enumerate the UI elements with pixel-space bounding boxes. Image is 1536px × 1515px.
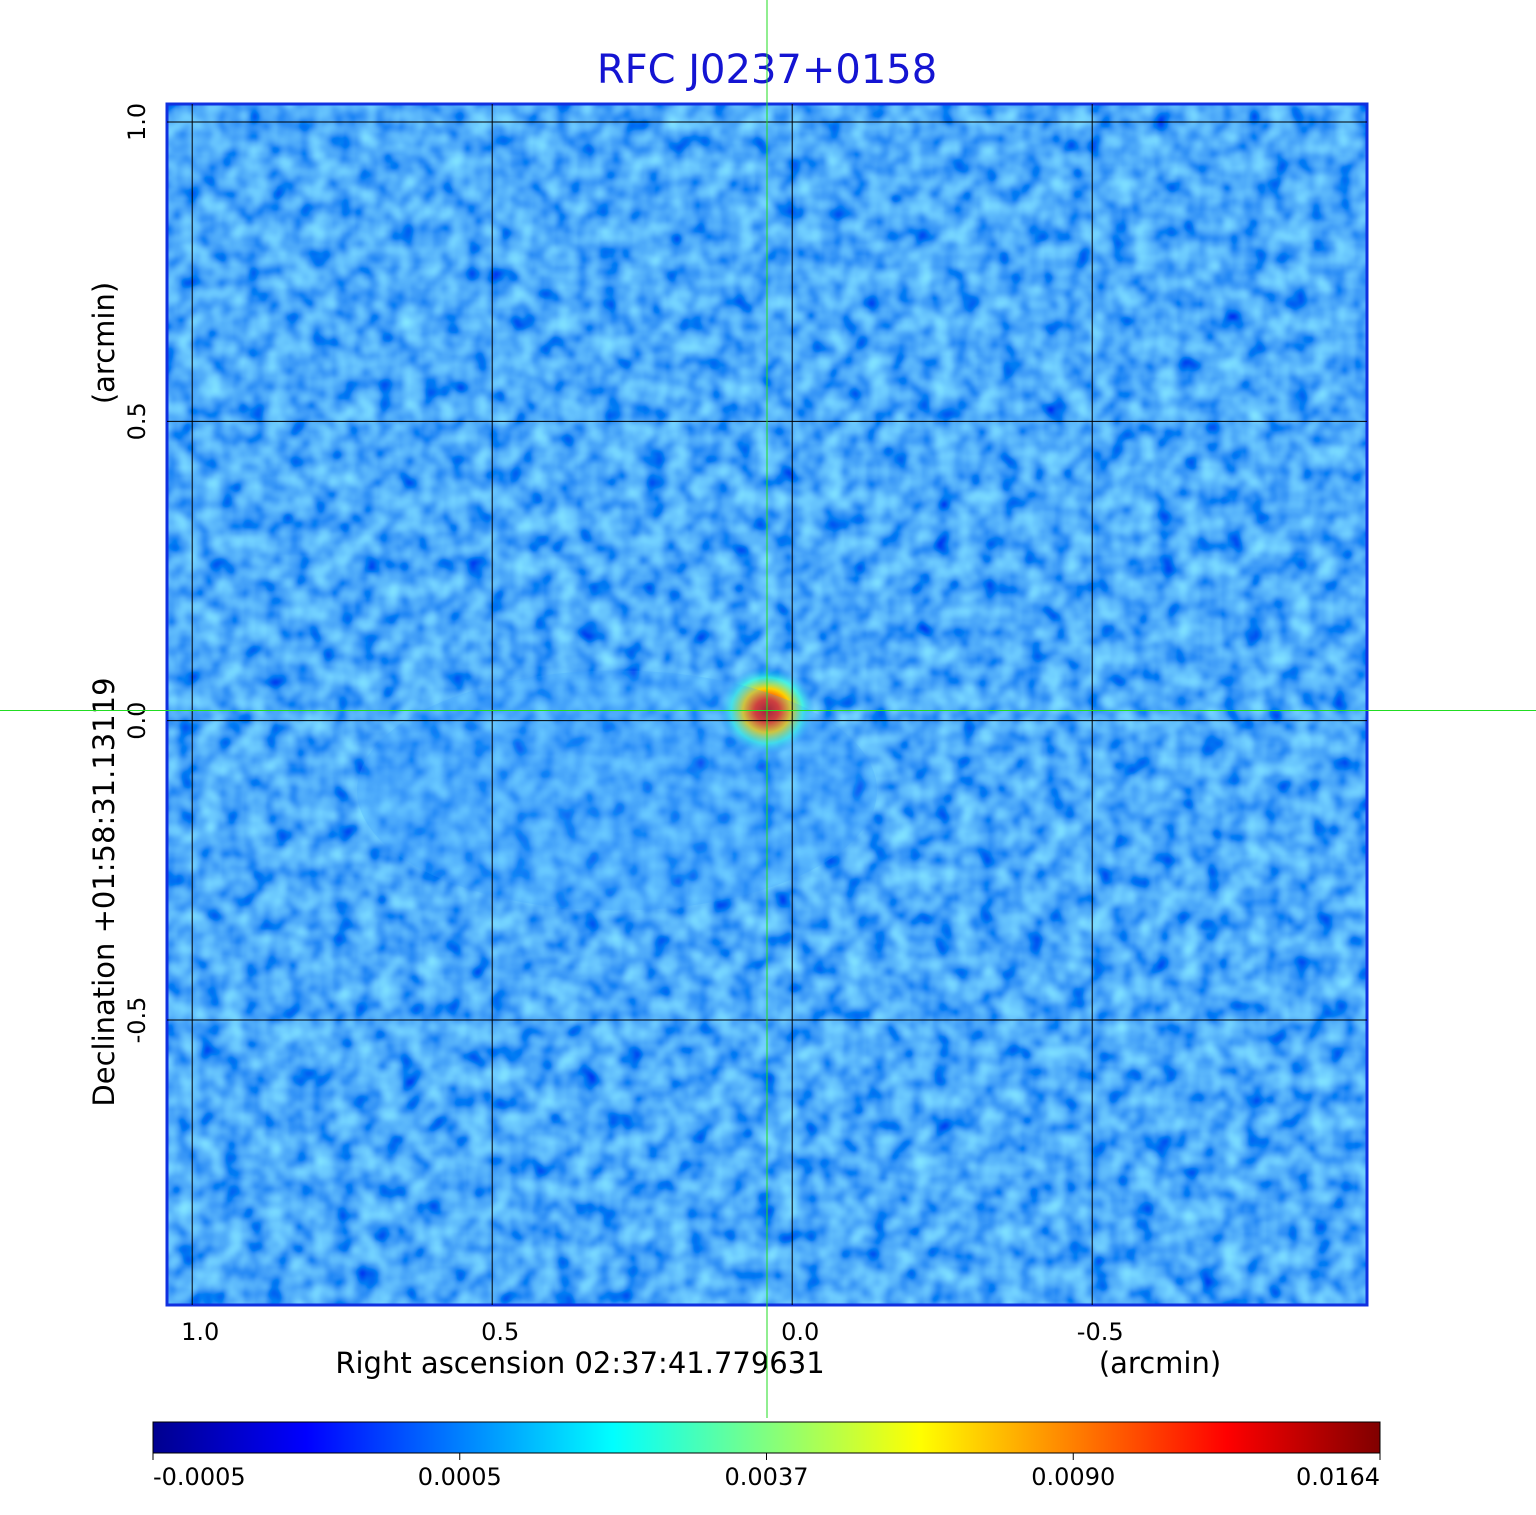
y-tick-label: 0.0 — [123, 702, 151, 740]
y-axis-label: Declination +01:58:31.13119 — [87, 677, 121, 1106]
y-axis-unit: (arcmin) — [87, 282, 121, 404]
x-axis-unit: (arcmin) — [1099, 1346, 1221, 1380]
x-tick-label: -0.5 — [1077, 1318, 1124, 1346]
x-tick-label: 0.0 — [781, 1318, 819, 1346]
x-tick-label: 0.5 — [481, 1318, 519, 1346]
y-tick-label: 1.0 — [123, 103, 151, 141]
colorbar-tick-label: -0.0005 — [153, 1463, 246, 1491]
colorbar-tick-label: 0.0037 — [725, 1463, 809, 1491]
colorbar-tick-label: 0.0164 — [1296, 1463, 1380, 1491]
x-axis-label: Right ascension 02:37:41.779631 — [335, 1346, 824, 1380]
y-tick-label: -0.5 — [123, 997, 151, 1044]
x-tick-label: 1.0 — [181, 1318, 219, 1346]
colorbar-tick-label: 0.0090 — [1031, 1463, 1115, 1491]
colorbar-tick-label: 0.0005 — [418, 1463, 502, 1491]
source-halo — [357, 670, 877, 911]
colorbar — [152, 1421, 1381, 1454]
y-tick-label: 0.5 — [123, 402, 151, 440]
